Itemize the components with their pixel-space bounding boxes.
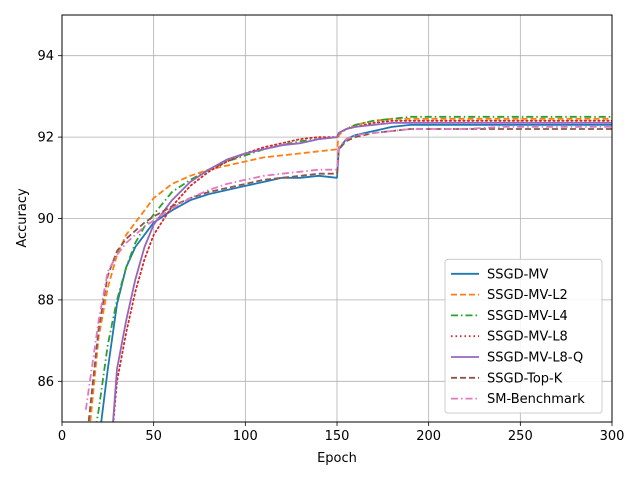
legend-label-4: SSGD-MV-L8 (487, 330, 568, 345)
y-tick-label: 92 (37, 131, 54, 146)
x-tick-label: 150 (325, 429, 350, 444)
series-line-2 (89, 117, 612, 422)
legend-label-1: SSGD-MV (487, 267, 548, 282)
series-line-6 (87, 128, 612, 422)
series-line-5 (112, 122, 612, 422)
y-tick-label: 90 (37, 212, 54, 227)
y-tick-label: 86 (37, 375, 54, 390)
legend-label-3: SSGD-MV-L4 (487, 309, 568, 324)
x-axis-label: Epoch (317, 451, 357, 466)
y-axis-label: Accuracy (15, 188, 30, 248)
legend-label-2: SSGD-MV-L2 (487, 288, 568, 303)
legend-box (444, 258, 603, 414)
legend-label-7: SM-Benchmark (487, 392, 585, 407)
x-tick-label: 50 (145, 429, 162, 444)
series-line-3 (95, 115, 612, 422)
series-line-1 (100, 124, 612, 422)
axis-ticks: 0 50 100 150 200 250 300 86 88 90 92 94 (37, 49, 624, 444)
x-tick-label: 200 (416, 429, 441, 444)
x-tick-label: 300 (600, 429, 625, 444)
series-lines (84, 115, 612, 422)
x-tick-label: 250 (508, 429, 533, 444)
series-line-4 (112, 119, 612, 422)
legend-label-5: SSGD-MV-L8-Q (487, 351, 583, 366)
y-tick-label: 94 (37, 49, 54, 64)
legend: SSGD-MV SSGD-MV-L2 SSGD-MV-L4 SSGD-MV-L8 SSG… (444, 258, 603, 414)
legend-label-6: SSGD-Top-K (487, 371, 563, 386)
x-tick-label: 100 (233, 429, 258, 444)
series-line-7 (84, 126, 612, 410)
y-tick-label: 88 (37, 293, 54, 308)
x-tick-label: 0 (58, 429, 66, 444)
